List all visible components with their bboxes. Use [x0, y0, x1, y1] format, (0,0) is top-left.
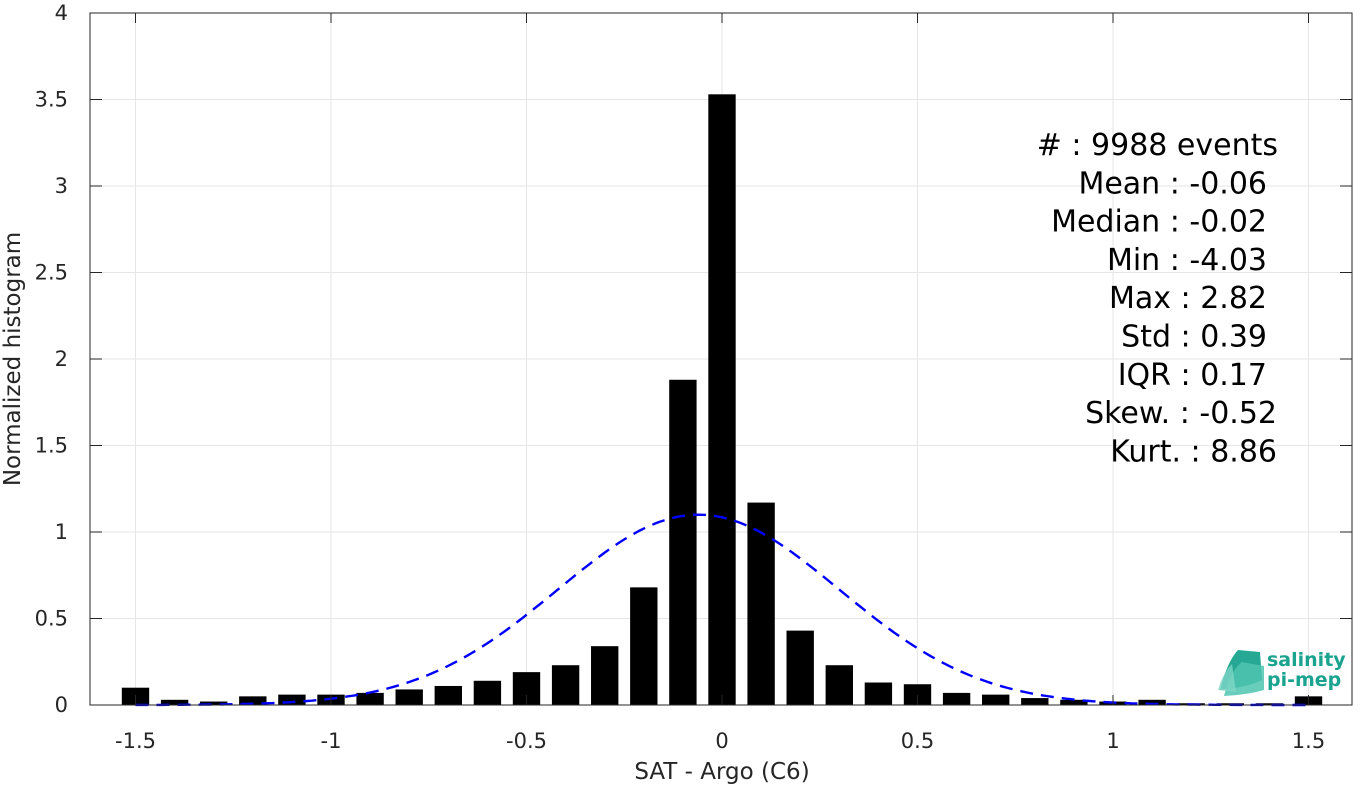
- x-tick-label: 0.5: [901, 729, 934, 753]
- histogram-bar: [669, 379, 697, 705]
- y-tick-label: 4: [55, 1, 68, 25]
- histogram-bar: [786, 630, 814, 705]
- histogram-bar: [942, 692, 971, 705]
- histogram-bar: [395, 689, 423, 705]
- histogram-bar: [434, 685, 462, 705]
- histogram-bar: [630, 587, 658, 705]
- x-tick-labels: -1.5 -1 -0.5 0 0.5 1 1.5: [115, 729, 1325, 753]
- histogram-bar: [708, 94, 736, 705]
- stats-line: Median : -0.02: [1051, 205, 1267, 240]
- histogram-bar: [551, 665, 580, 705]
- stats-line: Mean : -0.06: [1078, 166, 1267, 201]
- x-tick-label: 0: [715, 729, 728, 753]
- y-tick-label: 2.5: [35, 261, 68, 285]
- logo-waves-icon: [1218, 650, 1264, 696]
- x-tick-label: 1: [1106, 729, 1119, 753]
- histogram-bar: [473, 680, 502, 705]
- histogram-bar: [200, 701, 228, 705]
- histogram-bar: [356, 692, 384, 705]
- stats-line: # : 9988 events: [1037, 128, 1278, 163]
- x-tick-label: -1: [321, 729, 342, 753]
- y-tick-label: 3.5: [35, 88, 68, 112]
- salinity-pi-mep-logo: salinity pi-mep: [1218, 649, 1346, 696]
- histogram-bar: [239, 696, 267, 705]
- histogram-bar: [278, 694, 306, 705]
- histogram-bar: [982, 694, 1010, 705]
- histogram-bar: [160, 699, 189, 705]
- y-tick-label: 1.5: [35, 434, 68, 458]
- histogram-bar: [1138, 699, 1166, 705]
- y-tick-label: 2: [55, 347, 68, 371]
- stats-line: Min : -4.03: [1107, 243, 1267, 278]
- y-tick-label: 0.5: [35, 607, 68, 631]
- y-tick-label: 1: [55, 520, 68, 544]
- stats-line: Kurt. : 8.86: [1110, 434, 1277, 469]
- histogram-bar: [903, 684, 932, 705]
- x-tick-label: 1.5: [1292, 729, 1325, 753]
- stats-line: Skew. : -0.52: [1085, 396, 1277, 431]
- x-tick-label: -0.5: [506, 729, 547, 753]
- x-tick-label: -1.5: [115, 729, 156, 753]
- histogram-bar: [1060, 699, 1088, 705]
- y-tick-labels: 0 0.5 1 1.5 2 2.5 3 3.5 4: [35, 1, 68, 717]
- histogram-bar: [825, 665, 853, 705]
- stats-line: Std : 0.39: [1121, 320, 1267, 355]
- histogram-bar: [1021, 698, 1049, 705]
- y-axis-label: Normalized histogram: [0, 232, 26, 486]
- y-tick-label: 3: [55, 174, 68, 198]
- axis-ticks: [90, 12, 1352, 706]
- logo-line1: salinity: [1267, 649, 1346, 671]
- stats-line: Max : 2.82: [1109, 281, 1267, 316]
- histogram-bar: [591, 646, 619, 705]
- histogram-bar: [1255, 703, 1284, 705]
- stats-line: IQR : 0.17: [1118, 358, 1267, 393]
- x-axis-label: SAT - Argo (C6): [634, 759, 809, 785]
- logo-line2: pi-mep: [1267, 669, 1341, 691]
- y-tick-label: 0: [55, 693, 68, 717]
- histogram-bar: [864, 682, 893, 705]
- histogram-bar: [747, 502, 775, 705]
